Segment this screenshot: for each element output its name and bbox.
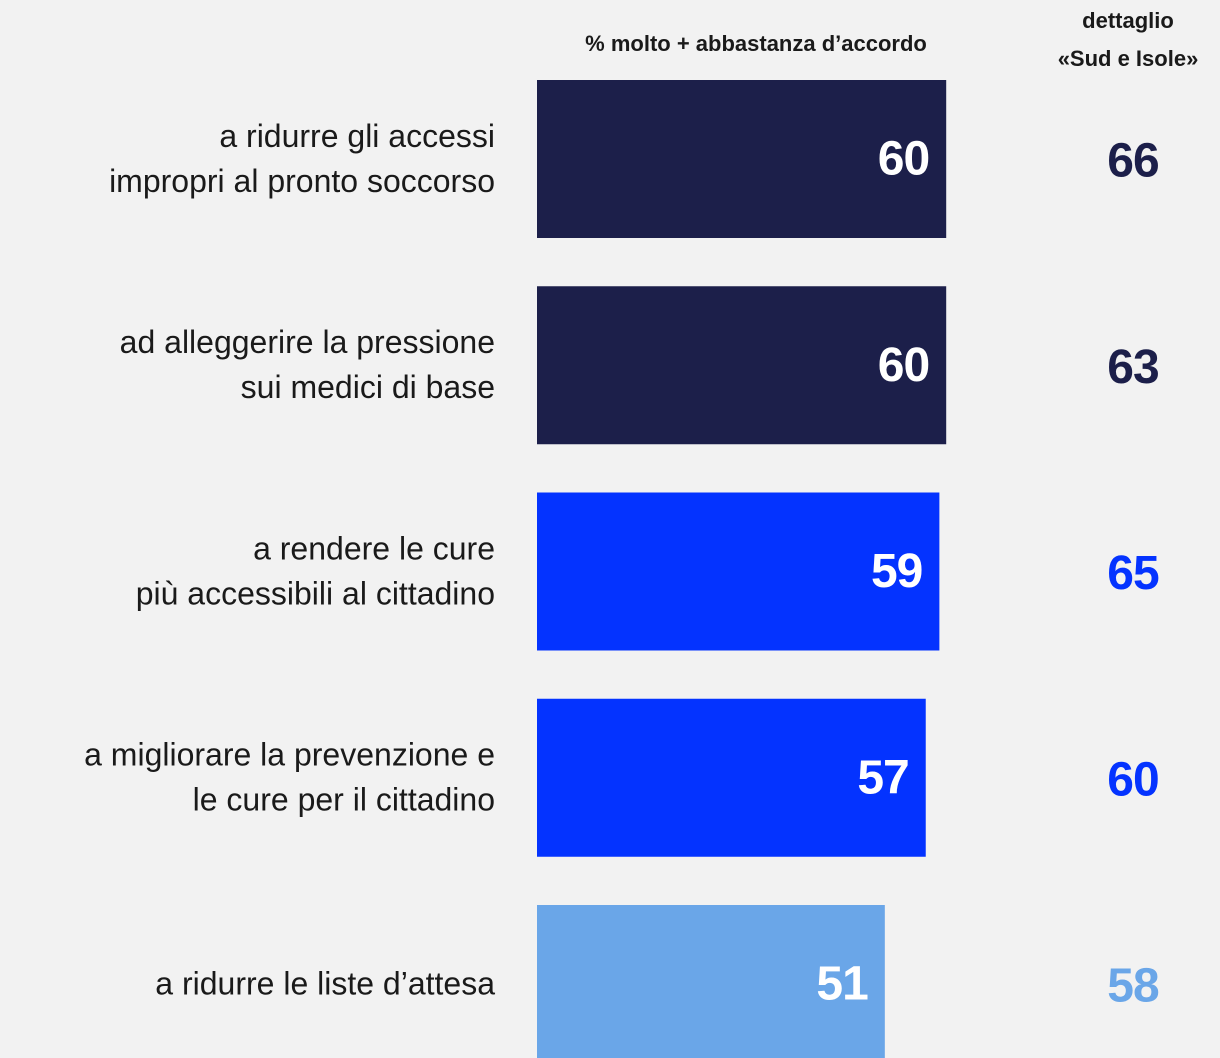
- category-label: più accessibili al cittadino: [136, 575, 495, 611]
- category-label: le cure per il cittadino: [193, 782, 495, 818]
- detail-header: dettaglio: [1082, 8, 1174, 33]
- bar: [537, 492, 940, 651]
- value-label: 60: [878, 339, 929, 392]
- bar: [537, 80, 947, 238]
- column-header: % molto + abbastanza d’accordo: [585, 31, 927, 56]
- detail-value: 63: [1107, 341, 1158, 394]
- category-label: a ridurre le liste d’attesa: [155, 965, 495, 1001]
- detail-header: «Sud e Isole»: [1058, 46, 1199, 71]
- detail-value: 58: [1107, 960, 1159, 1013]
- value-label: 57: [857, 751, 908, 804]
- detail-value: 65: [1107, 547, 1159, 600]
- category-label: sui medici di base: [241, 369, 495, 405]
- value-label: 51: [816, 958, 868, 1011]
- value-label: 59: [871, 545, 922, 598]
- category-label: a migliorare la prevenzione e: [84, 737, 495, 773]
- category-label: a ridurre gli accessi: [219, 118, 495, 154]
- category-label: ad alleggerire la pressione: [120, 324, 495, 360]
- category-label: impropri al pronto soccorso: [109, 163, 495, 199]
- value-label: 60: [878, 133, 929, 186]
- bar: [537, 698, 926, 857]
- detail-value: 66: [1107, 135, 1158, 188]
- category-label: a rendere le cure: [253, 530, 495, 566]
- bar: [537, 286, 947, 445]
- bar: [537, 905, 885, 1058]
- detail-value: 60: [1107, 753, 1158, 806]
